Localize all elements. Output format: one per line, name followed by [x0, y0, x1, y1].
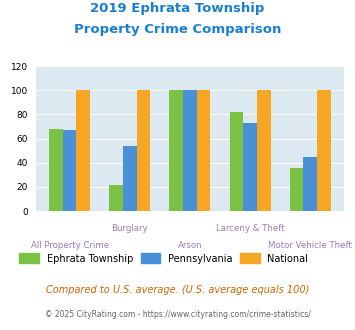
Bar [197, 90, 211, 211]
Text: All Property Crime: All Property Crime [31, 241, 109, 250]
Bar [49, 129, 63, 211]
Bar [169, 90, 183, 211]
Bar [123, 146, 137, 211]
Bar [317, 90, 331, 211]
Bar [63, 130, 76, 211]
Bar [257, 90, 271, 211]
Bar [243, 123, 257, 211]
Bar [76, 90, 90, 211]
Text: Arson: Arson [178, 241, 202, 250]
Text: © 2025 CityRating.com - https://www.cityrating.com/crime-statistics/: © 2025 CityRating.com - https://www.city… [45, 310, 310, 319]
Text: Compared to U.S. average. (U.S. average equals 100): Compared to U.S. average. (U.S. average … [46, 285, 309, 295]
Text: Motor Vehicle Theft: Motor Vehicle Theft [268, 241, 352, 250]
Text: Larceny & Theft: Larceny & Theft [216, 224, 284, 233]
Bar [109, 184, 123, 211]
Bar [230, 112, 243, 211]
Text: Property Crime Comparison: Property Crime Comparison [74, 23, 281, 36]
Text: Burglary: Burglary [111, 224, 148, 233]
Bar [137, 90, 150, 211]
Text: 2019 Ephrata Township: 2019 Ephrata Township [90, 2, 265, 15]
Legend: Ephrata Township, Pennsylvania, National: Ephrata Township, Pennsylvania, National [16, 249, 312, 267]
Bar [183, 90, 197, 211]
Bar [304, 157, 317, 211]
Bar [290, 168, 304, 211]
